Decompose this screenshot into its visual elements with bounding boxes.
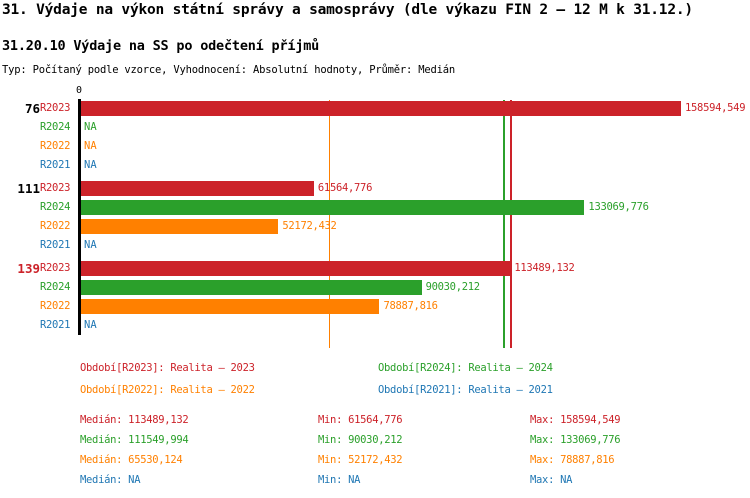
bar-r2023 [81, 181, 314, 196]
bar-value-label: 90030,212 [425, 281, 481, 293]
stat-max: Max: 133069,776 [530, 434, 621, 446]
chart-row: R2021 NA [0, 236, 750, 255]
bar-r2023 [81, 261, 511, 276]
chart-row: R2021 NA [0, 156, 750, 175]
chart-row: R2022 NA [0, 137, 750, 156]
legend-item: Období[R2024]: Realita – 2024 [378, 362, 553, 374]
chart-row: R2022 78887,816 [0, 297, 750, 316]
stat-min: Min: 61564,776 [318, 414, 403, 426]
legend-item: Období[R2022]: Realita – 2022 [80, 384, 255, 396]
chart-row: R2024 90030,212 [0, 278, 750, 297]
stat-min: Min: 90030,212 [318, 434, 403, 446]
series-label-r2022: R2022 [40, 140, 71, 152]
chart-row: R2024 133069,776 [0, 198, 750, 217]
bar-value-na: NA [84, 140, 97, 152]
bar-r2022 [81, 299, 380, 314]
stats-table: Medián: 113489,132 Min: 61564,776 Max: 158… [0, 410, 750, 498]
series-label-r2021: R2021 [40, 239, 71, 251]
chart-legend: Období[R2023]: Realita – 2023 Období[R202… [0, 356, 750, 402]
chart-meta-line: Typ: Počítaný podle vzorce, Vyhodnocení:… [2, 64, 455, 76]
stat-max: Max: 158594,549 [530, 414, 621, 426]
stat-median: Medián: 65530,124 [80, 454, 183, 466]
page-title: 31. Výdaje na výkon státní správy a samo… [2, 2, 693, 18]
reference-line-r2023 [510, 100, 512, 348]
stat-max: Max: 78887,816 [530, 454, 615, 466]
series-label-r2023: R2023 [40, 102, 71, 114]
stat-median: Medián: 111549,994 [80, 434, 189, 446]
series-label-r2024: R2024 [40, 201, 71, 213]
chart-row: R2021 NA [0, 316, 750, 335]
reference-line-r2024 [503, 100, 505, 348]
bar-r2022 [81, 219, 279, 234]
bar-r2024 [81, 200, 585, 215]
chart-plot-area: 0 76 R2023 158594,549 R2024 NA R2022 NA R2021 NA… [0, 86, 750, 348]
group-label: 111 [17, 181, 40, 196]
chart-row: 111 R2023 61564,776 [0, 179, 750, 198]
bar-value-label: 113489,132 [514, 262, 575, 274]
bar-value-label: 158594,549 [685, 102, 746, 114]
chart-subtitle: 31.20.10 Výdaje na SS po odečtení příjmů [2, 38, 320, 54]
bar-r2023 [81, 101, 681, 116]
stat-min: Min: 52172,432 [318, 454, 403, 466]
stat-median: Medián: 113489,132 [80, 414, 189, 426]
bar-value-label: 78887,816 [383, 300, 438, 312]
bar-value-na: NA [84, 319, 97, 331]
series-label-r2022: R2022 [40, 300, 71, 312]
reference-line-r2022 [328, 100, 331, 348]
group-label: 139 [17, 261, 40, 276]
stats-row: Medián: 65530,124 Min: 52172,432 Max: 7888… [0, 450, 750, 470]
chart-row: 139 R2023 113489,132 [0, 259, 750, 278]
group-label: 76 [24, 101, 40, 116]
series-label-r2024: R2024 [40, 121, 71, 133]
stats-row: Medián: 111549,994 Min: 90030,212 Max: 133… [0, 430, 750, 450]
bar-value-na: NA [84, 239, 97, 251]
chart-row: R2022 52172,432 [0, 217, 750, 236]
bar-r2024 [81, 280, 422, 295]
stat-max: Max: NA [530, 474, 573, 486]
legend-item: Období[R2023]: Realita – 2023 [80, 362, 255, 374]
bar-value-na: NA [84, 121, 97, 133]
stats-row: Medián: 113489,132 Min: 61564,776 Max: 158… [0, 410, 750, 430]
chart-row: R2024 NA [0, 118, 750, 137]
bar-value-label: 133069,776 [588, 201, 649, 213]
bar-value-label: 61564,776 [317, 182, 373, 194]
stats-row: Medián: NA Min: NA Max: NA [0, 470, 750, 490]
chart-row: 76 R2023 158594,549 [0, 99, 750, 118]
bar-value-na: NA [84, 159, 97, 171]
legend-item: Období[R2021]: Realita – 2021 [378, 384, 553, 396]
axis-zero-tick-label: 0 [76, 85, 83, 96]
series-label-r2024: R2024 [40, 281, 71, 293]
series-label-r2022: R2022 [40, 220, 71, 232]
axis-zero-line [78, 99, 81, 335]
series-label-r2023: R2023 [40, 182, 71, 194]
bar-value-label: 52172,432 [282, 220, 337, 232]
stat-min: Min: NA [318, 474, 361, 486]
series-label-r2021: R2021 [40, 319, 71, 331]
stat-median: Medián: NA [80, 474, 141, 486]
series-label-r2021: R2021 [40, 159, 71, 171]
series-label-r2023: R2023 [40, 262, 71, 274]
